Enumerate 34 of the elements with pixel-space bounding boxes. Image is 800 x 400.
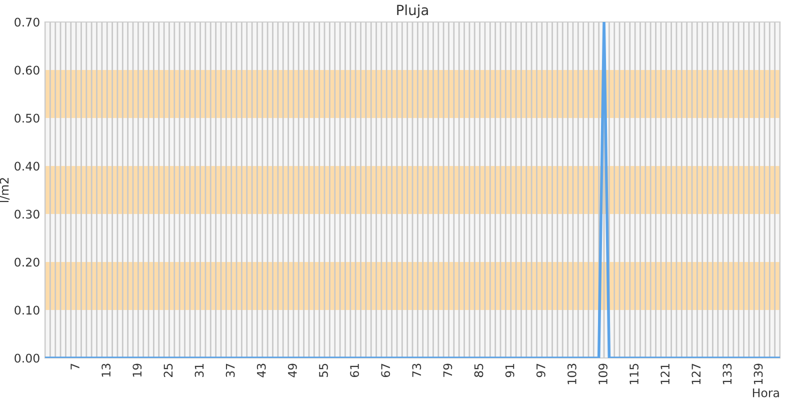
x-tick-label: 67 — [381, 364, 390, 378]
x-tick-label: 79 — [443, 364, 452, 377]
x-tick-label: 61 — [350, 364, 359, 378]
x-tick-label: 127 — [692, 364, 700, 384]
y-axis-title: l/m2 — [0, 178, 10, 202]
x-tick-label: 49 — [288, 364, 297, 378]
y-tick-label: 0.30 — [14, 210, 40, 219]
x-axis-title: Hora — [752, 388, 779, 398]
x-tick-label: 139 — [754, 364, 763, 384]
x-tick-label: 55 — [319, 364, 328, 377]
y-tick-label: 0.40 — [14, 162, 40, 171]
y-tick-label: 0.70 — [14, 18, 40, 27]
x-tick-label: 13 — [102, 364, 111, 377]
x-tick-label: 91 — [505, 364, 514, 378]
x-tick-label: 115 — [630, 364, 638, 384]
y-tick-label: 0.60 — [14, 66, 40, 75]
x-tick-label: 7 — [70, 364, 80, 370]
x-tick-label: 73 — [412, 364, 422, 377]
x-tick-label: 121 — [660, 364, 670, 384]
y-tick-label: 0.20 — [14, 258, 40, 267]
x-tick-label: 25 — [164, 364, 173, 378]
y-tick-label: 0.00 — [14, 354, 40, 363]
chart-title: Pluja — [397, 4, 428, 18]
x-tick-label: 85 — [474, 364, 484, 378]
x-tick-label: 97 — [536, 364, 546, 378]
y-tick-label: 0.50 — [14, 114, 40, 123]
x-tick-label: 103 — [567, 364, 576, 384]
x-tick-label: 43 — [256, 364, 266, 378]
x-tick-label: 109 — [598, 364, 608, 384]
y-tick-label: 0.10 — [14, 306, 40, 315]
x-tick-label: 37 — [226, 364, 235, 377]
x-tick-label: 133 — [722, 364, 732, 384]
x-tick-label: 31 — [194, 364, 204, 377]
x-tick-label: 19 — [132, 364, 142, 377]
